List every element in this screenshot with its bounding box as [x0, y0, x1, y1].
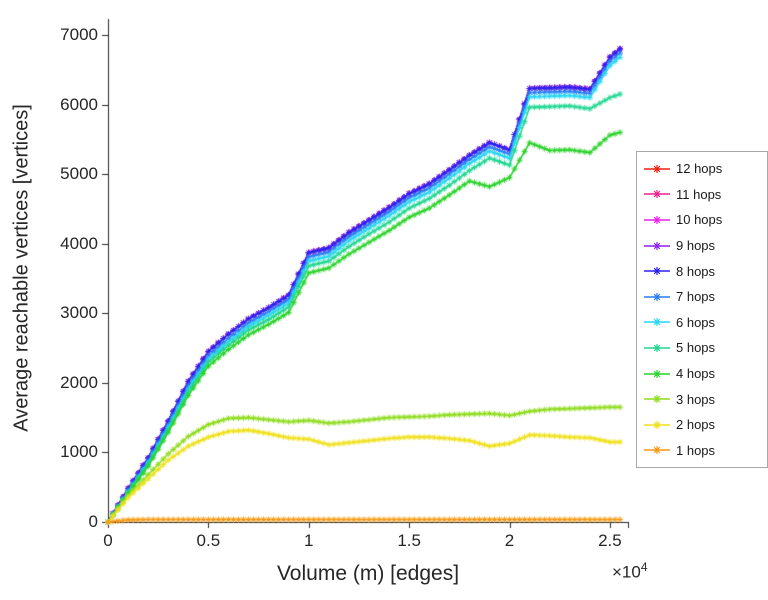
y-tick-label: 0: [88, 512, 98, 531]
legend-item-label: 1 hops: [676, 442, 716, 458]
legend-item: 8 hops: [643, 258, 761, 284]
legend-item-label: 5 hops: [676, 340, 716, 356]
x-tick-label: 2.5: [598, 531, 622, 550]
legend-line-sample: [644, 446, 670, 455]
legend-item: 4 hops: [643, 361, 761, 387]
y-tick-label: 7000: [60, 25, 98, 44]
legend-item: 5 hops: [643, 335, 761, 361]
x-axis-exponent-power: 4: [640, 560, 648, 574]
legend: 12 hops 11 hops 10 hops 9 hops 8 hops 7 hops 6…: [636, 151, 768, 469]
legend-line-sample: [644, 190, 670, 199]
x-axis-exponent: ×104: [612, 560, 648, 583]
legend-line-sample: [644, 215, 670, 224]
x-axis-label: Volume (m) [edges]: [276, 562, 460, 585]
y-tick-label: 4000: [60, 233, 98, 253]
legend-item: 12 hops: [643, 156, 761, 182]
legend-item-label: 9 hops: [676, 238, 716, 254]
legend-item: 7 hops: [643, 284, 761, 310]
legend-item: 2 hops: [643, 412, 761, 438]
legend-item: 3 hops: [643, 386, 761, 412]
legend-item-label: 12 hops: [676, 161, 723, 177]
y-tick-label: 5000: [60, 164, 98, 184]
legend-item-label: 10 hops: [676, 212, 723, 228]
legend-line-sample: [644, 267, 670, 276]
legend-item-label: 2 hops: [676, 417, 716, 433]
x-tick-label: 0: [103, 531, 113, 550]
x-tick-label: 0.5: [196, 531, 221, 550]
legend-item-label: 11 hops: [676, 186, 722, 202]
legend-item: 6 hops: [643, 310, 761, 336]
legend-item-label: 4 hops: [676, 366, 716, 382]
legend-line-sample: [644, 318, 670, 327]
legend-item: 11 hops: [643, 182, 761, 208]
legend-line-sample: [644, 369, 670, 378]
legend-item-label: 6 hops: [676, 314, 716, 330]
legend-item-label: 8 hops: [676, 263, 716, 279]
y-tick-label: 3000: [60, 303, 98, 323]
legend-item-label: 7 hops: [676, 289, 716, 305]
legend-line-sample: [644, 395, 670, 404]
y-tick-label: 6000: [60, 94, 98, 114]
legend-item: 1 hops: [643, 438, 761, 464]
legend-line-sample: [644, 420, 670, 429]
legend-item-label: 3 hops: [676, 391, 716, 407]
legend-line-sample: [644, 164, 670, 173]
legend-line-sample: [644, 343, 670, 352]
legend-item: 9 hops: [643, 233, 761, 259]
y-tick-label: 2000: [60, 372, 98, 392]
y-tick-label: 1000: [60, 442, 98, 462]
x-tick-label: 1: [304, 531, 314, 550]
legend-line-sample: [644, 292, 670, 301]
legend-line-sample: [644, 241, 670, 250]
x-tick-label: 1.5: [397, 531, 421, 550]
x-axis-exponent-base: ×10: [612, 562, 641, 582]
legend-item: 10 hops: [643, 207, 761, 233]
x-tick-label: 2: [504, 531, 515, 550]
